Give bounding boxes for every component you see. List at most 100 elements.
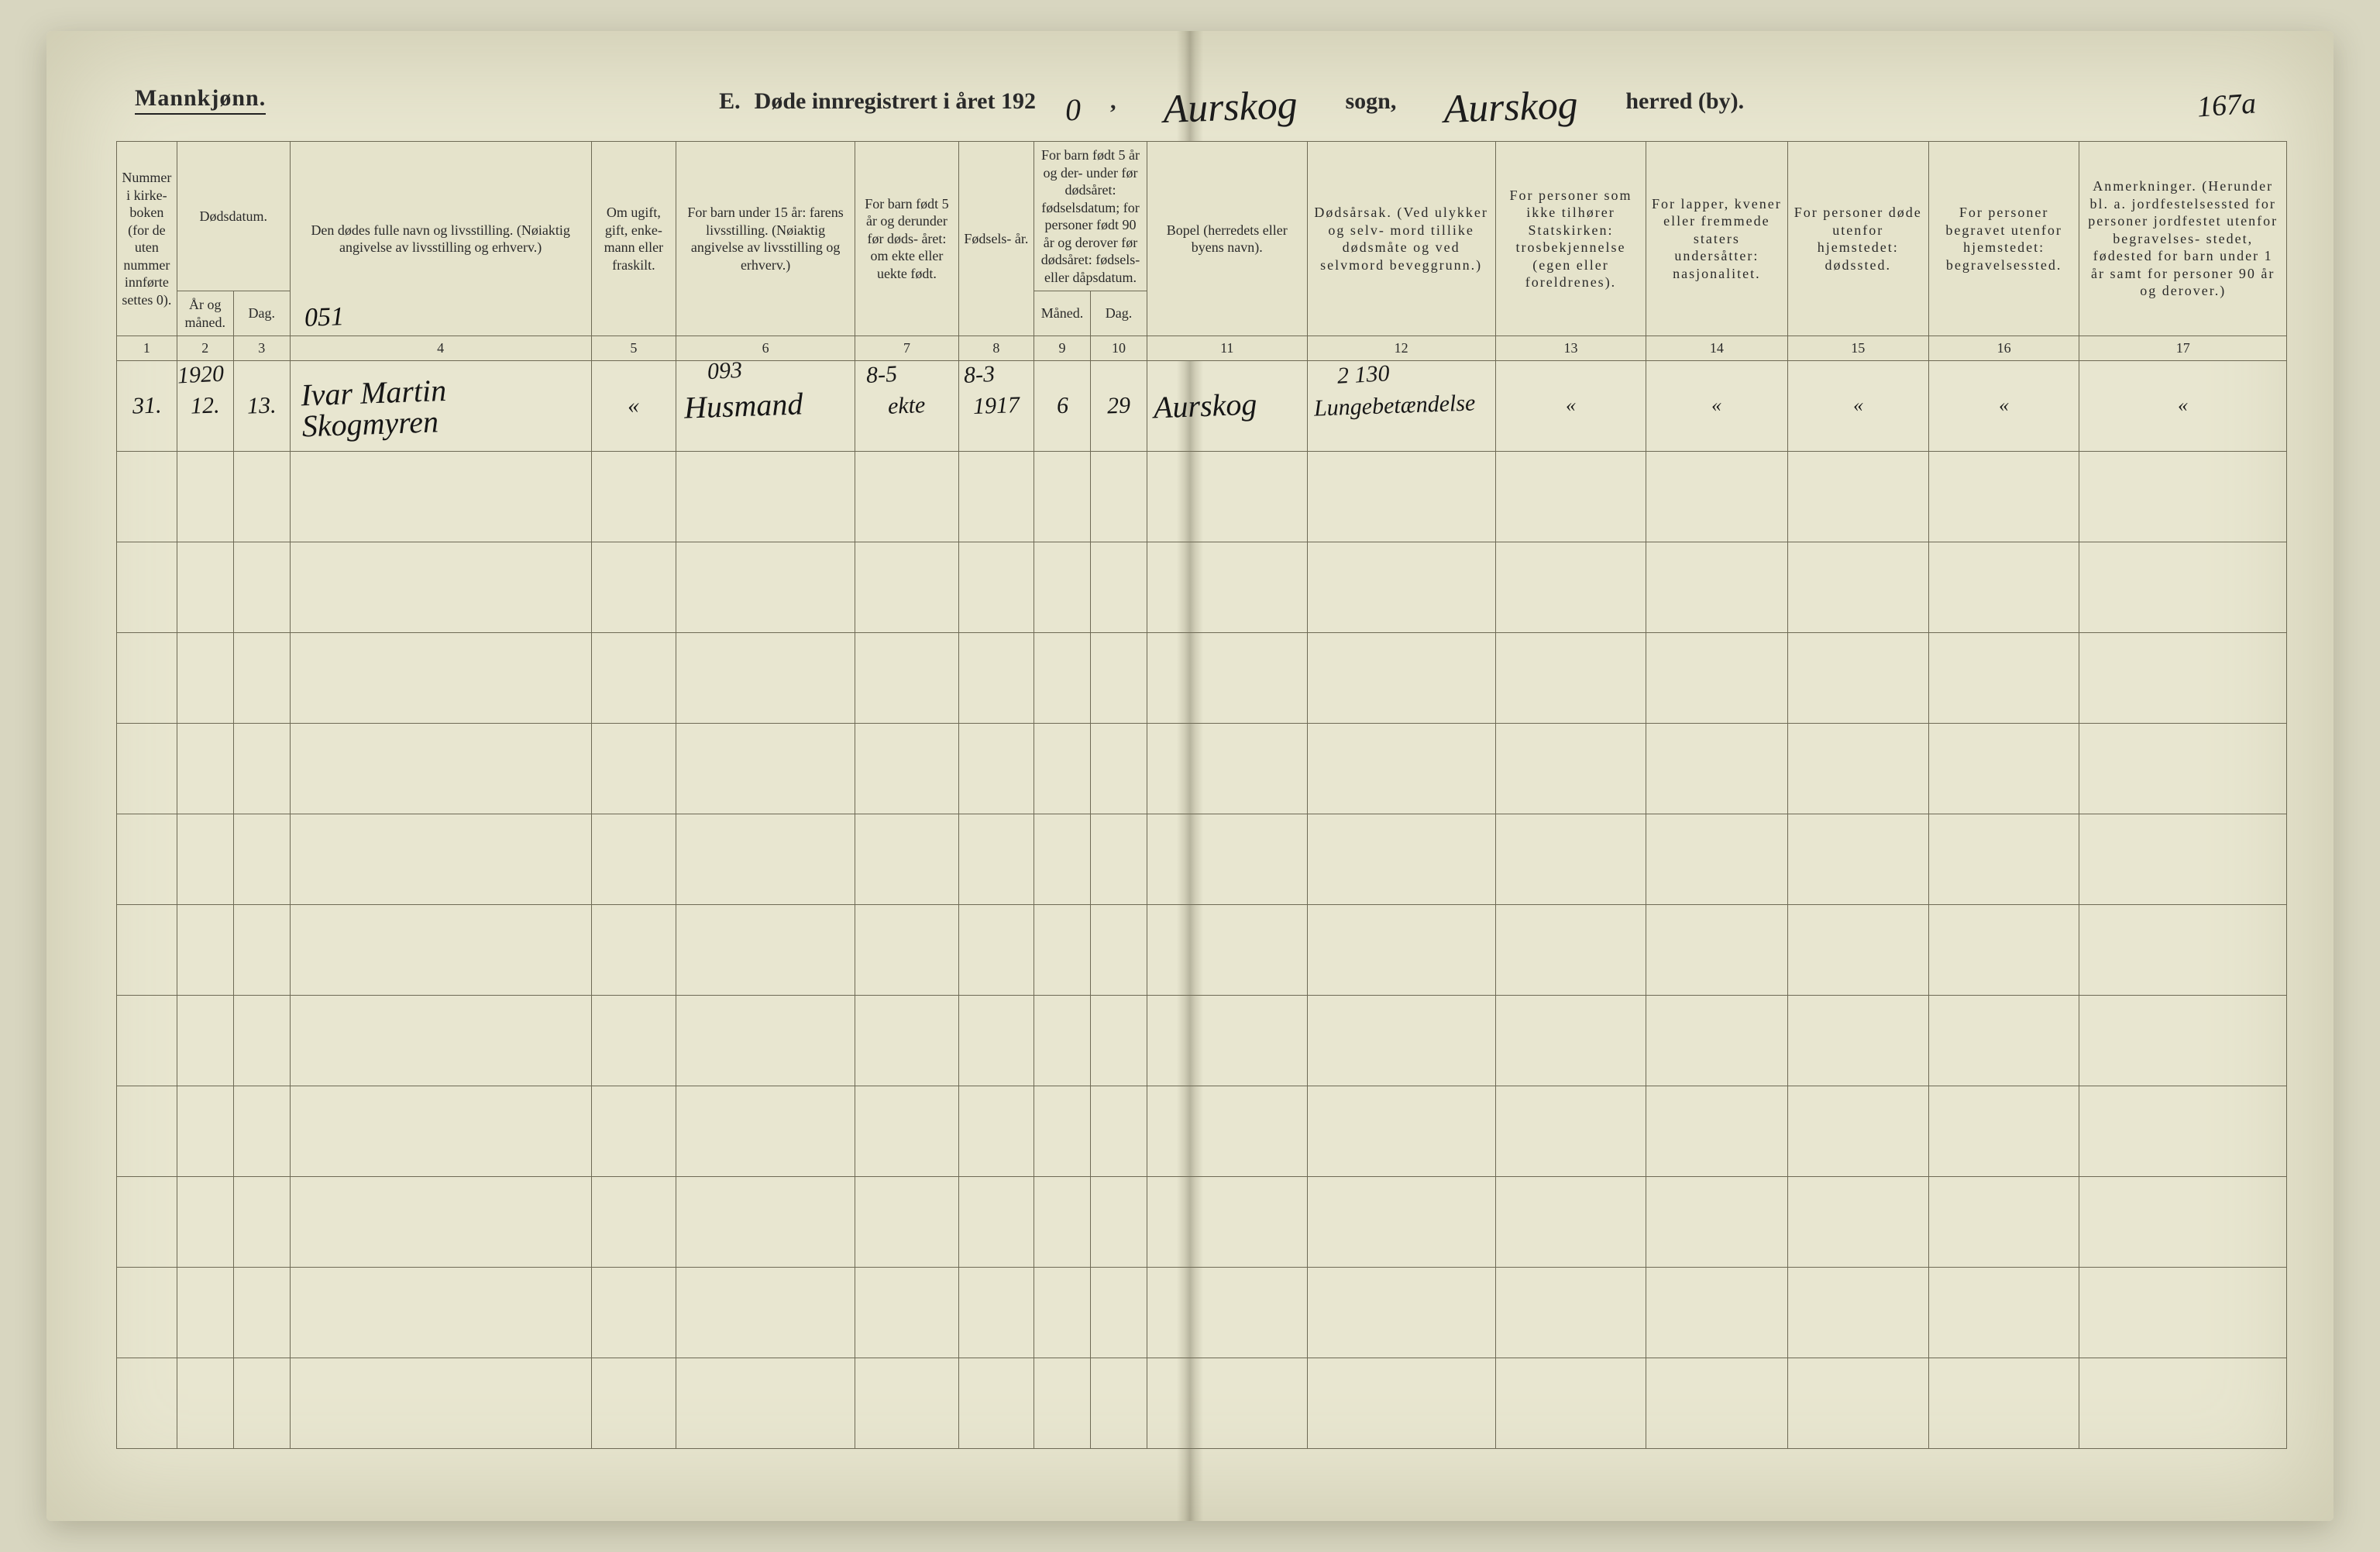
empty-cell	[1787, 723, 1928, 814]
empty-cell	[1307, 995, 1495, 1086]
head-c5: Om ugift, gift, enke- mann eller fraskil…	[591, 142, 676, 336]
empty-cell	[591, 1358, 676, 1448]
empty-cell	[1090, 995, 1147, 1086]
table-row	[117, 1176, 2287, 1267]
empty-cell	[1928, 542, 2079, 632]
empty-cell	[1646, 1358, 1787, 1448]
empty-cell	[233, 451, 290, 542]
empty-cell	[855, 1086, 959, 1176]
empty-cell	[958, 814, 1034, 904]
empty-cell	[1147, 451, 1307, 542]
empty-cell	[1787, 451, 1928, 542]
empty-cell	[1928, 814, 2079, 904]
val-c16: «	[1999, 395, 2010, 415]
head-col-index: 1 2 3 4 5 6 7 8 9 10 11 12 13 14	[117, 336, 2287, 361]
head-c6: For barn under 15 år: farens livsstillin…	[676, 142, 855, 336]
empty-cell	[958, 632, 1034, 723]
empty-cell	[676, 1267, 855, 1358]
val-c7: ekte	[888, 394, 926, 418]
empty-cell	[2079, 995, 2287, 1086]
empty-cell	[117, 814, 177, 904]
val-c2: 12.	[191, 394, 221, 418]
empty-cell	[676, 1176, 855, 1267]
empty-cell	[1147, 1086, 1307, 1176]
empty-cell	[177, 814, 233, 904]
table-row	[117, 995, 2287, 1086]
table-head: Nummer i kirke- boken (for de uten numme…	[117, 142, 2287, 361]
sup-c12-val: 2 130	[1336, 360, 1390, 389]
empty-cell	[1928, 1267, 2079, 1358]
empty-cell	[1034, 632, 1091, 723]
empty-cell	[676, 542, 855, 632]
empty-cell	[1034, 451, 1091, 542]
val-c3: 13.	[246, 394, 277, 418]
val-c15: «	[1852, 395, 1863, 415]
empty-cell	[1495, 814, 1646, 904]
cell-c8: 8-3 1917	[958, 360, 1034, 451]
val-c13: «	[1566, 395, 1577, 415]
sup-c2-val: 1920	[177, 360, 225, 389]
empty-cell	[117, 1267, 177, 1358]
empty-cell	[1787, 904, 1928, 995]
empty-cell	[290, 1176, 591, 1267]
table-row	[117, 1086, 2287, 1176]
empty-cell	[177, 723, 233, 814]
empty-cell	[290, 451, 591, 542]
header-page-number: 167a	[2196, 95, 2256, 117]
empty-cell	[177, 451, 233, 542]
empty-cell	[177, 1358, 233, 1448]
empty-cell	[1307, 1086, 1495, 1176]
val-c10: 29	[1106, 394, 1130, 418]
head-c8: Fødsels- år.	[958, 142, 1034, 336]
table-row: 31. 1920 12. 13. Ivar Martin Skogmyren «…	[117, 360, 2287, 451]
empty-cell	[177, 904, 233, 995]
sup-c7-val: 8-5	[865, 360, 898, 388]
empty-cell	[1147, 995, 1307, 1086]
head-c9-10-top: For barn født 5 år og der- under før død…	[1034, 142, 1147, 291]
empty-cell	[1090, 542, 1147, 632]
idx-17: 17	[2079, 336, 2287, 361]
empty-cell	[1495, 1267, 1646, 1358]
empty-cell	[1034, 995, 1091, 1086]
head-c13: For personer som ikke tilhører Statskirk…	[1495, 142, 1646, 336]
empty-cell	[177, 995, 233, 1086]
cell-c3: 13.	[233, 360, 290, 451]
header-sogn-label: sogn,	[1345, 88, 1396, 115]
empty-cell	[2079, 723, 2287, 814]
empty-cell	[855, 904, 959, 995]
empty-cell	[1495, 1358, 1646, 1448]
val-c1: 31.	[132, 394, 162, 418]
empty-cell	[117, 542, 177, 632]
empty-cell	[1147, 1267, 1307, 1358]
empty-cell	[2079, 904, 2287, 995]
empty-cell	[117, 1358, 177, 1448]
empty-cell	[177, 1086, 233, 1176]
empty-cell	[1090, 1086, 1147, 1176]
empty-cell	[1307, 904, 1495, 995]
empty-cell	[676, 1086, 855, 1176]
empty-cell	[591, 451, 676, 542]
val-c17: «	[2178, 395, 2189, 415]
empty-cell	[1495, 723, 1646, 814]
empty-cell	[117, 723, 177, 814]
empty-cell	[233, 1086, 290, 1176]
empty-cell	[591, 723, 676, 814]
head-c14-text: For lapper, kvener eller fremmede stater…	[1652, 196, 1782, 281]
empty-cell	[2079, 1267, 2287, 1358]
header-E: E.	[719, 88, 741, 115]
idx-10: 10	[1090, 336, 1147, 361]
table-row	[117, 904, 2287, 995]
empty-cell	[958, 451, 1034, 542]
empty-cell	[290, 723, 591, 814]
empty-cell	[1495, 632, 1646, 723]
empty-cell	[1495, 542, 1646, 632]
empty-cell	[1090, 723, 1147, 814]
empty-cell	[1928, 632, 2079, 723]
empty-cell	[1646, 632, 1787, 723]
head-c15-text: For personer døde utenfor hjemstedet: dø…	[1794, 205, 1922, 273]
header-mid: E. Døde innregistrert i året 192 0 , Aur…	[287, 88, 2175, 115]
empty-cell	[958, 995, 1034, 1086]
empty-cell	[1787, 814, 1928, 904]
val-c6: Husmand	[683, 388, 803, 423]
empty-cell	[177, 1267, 233, 1358]
